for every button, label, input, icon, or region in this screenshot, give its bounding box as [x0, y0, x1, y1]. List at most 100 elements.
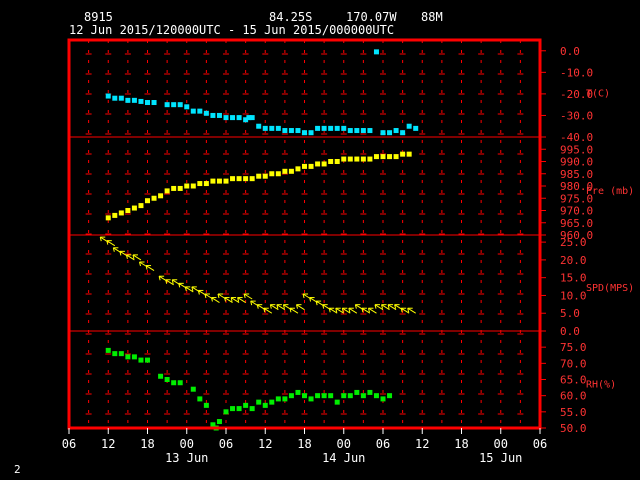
relative_humidity-point	[197, 396, 203, 402]
temperature-point	[354, 128, 360, 134]
y-tick-label: 990.0	[560, 156, 593, 169]
relative_humidity-point	[354, 389, 360, 395]
x-tick-label: 12	[101, 437, 115, 451]
pressure-point	[236, 176, 242, 182]
wind-arrow	[276, 304, 286, 311]
pressure-point	[151, 195, 157, 201]
x-tick-label: 06	[376, 437, 390, 451]
elevation: 88M	[421, 10, 443, 24]
y-tick-label: 975.0	[560, 192, 593, 205]
pressure-point	[288, 168, 294, 174]
wind-arrow-head	[204, 293, 207, 299]
wind-arrow-head	[315, 300, 318, 306]
y-tick-label: 25.0	[560, 236, 587, 249]
pressure-point	[230, 176, 236, 182]
relative_humidity-point	[203, 402, 209, 408]
wind-arrow	[407, 307, 416, 314]
temperature-point	[145, 100, 150, 106]
wind-arrow-head	[276, 304, 279, 309]
y-tick-label: 985.0	[560, 168, 593, 181]
pressure-point	[387, 154, 393, 160]
longitude: 170.07W	[346, 10, 397, 24]
y-tick-label: -30.0	[560, 109, 593, 122]
temperature-point	[308, 130, 314, 136]
wind-arrow-head	[322, 304, 325, 309]
pressure-point	[373, 154, 379, 160]
time-range: 12 Jun 2015/120000UTC - 15 Jun 2015/0000…	[69, 23, 395, 37]
relative_humidity-point	[334, 399, 340, 405]
x-tick-label: 06	[62, 437, 76, 451]
wind-arrow-head	[250, 300, 253, 306]
pressure-point	[145, 198, 150, 204]
relative_humidity-point	[262, 402, 268, 408]
wind-arrow-head	[302, 293, 305, 299]
pressure-point	[380, 154, 386, 160]
wind-arrow-head	[328, 308, 331, 313]
pressure-point	[315, 161, 321, 167]
wind-arrow-head	[394, 304, 397, 309]
temperature-point	[406, 123, 412, 129]
x-tick-label: 06	[533, 437, 547, 451]
temperature-point	[282, 128, 288, 134]
relative_humidity-point	[216, 419, 222, 425]
pressure-point	[308, 163, 314, 169]
pressure-point	[190, 183, 196, 189]
y-tick-label: 0.0	[560, 45, 580, 58]
x-tick-label: 00	[494, 437, 508, 451]
temperature-point	[380, 130, 386, 136]
latitude: 84.25S	[269, 10, 313, 24]
pressure-point	[249, 176, 255, 182]
temperature-point	[315, 125, 321, 131]
wind-arrow	[211, 297, 220, 303]
wind-arrow	[296, 304, 305, 311]
temperature-point	[360, 128, 366, 134]
temperature-point	[321, 125, 327, 131]
relative_humidity-point	[230, 406, 236, 412]
pressure-point	[269, 171, 275, 177]
pressure-point	[347, 156, 353, 162]
x-tick-label: 12	[415, 437, 429, 451]
relative_humidity-point	[380, 396, 386, 402]
temperature-point	[347, 128, 353, 134]
page-number: 2	[14, 463, 21, 476]
y-tick-label: -10.0	[560, 66, 593, 79]
wind-arrow-head	[106, 240, 109, 245]
relative_humidity-point	[315, 393, 321, 399]
wind-arrow	[237, 297, 246, 303]
pressure-point	[328, 159, 334, 164]
temperature-point	[387, 130, 393, 136]
wind-arrow	[263, 307, 273, 314]
wind-arrow	[185, 286, 194, 293]
wind-arrow-head	[132, 254, 135, 260]
relative_humidity-label: RH(%)	[586, 380, 616, 391]
y-tick-label: -40.0	[560, 131, 593, 144]
pressure-point	[262, 173, 268, 179]
wind-arrow	[374, 304, 384, 311]
relative_humidity-point	[249, 406, 255, 412]
temperature-point	[210, 112, 216, 118]
pressure-point	[184, 183, 190, 189]
y-tick-label: 65.0	[560, 374, 587, 387]
wind-arrow-head	[184, 286, 187, 292]
pressure-point	[197, 181, 203, 187]
wind-arrow-head	[348, 308, 351, 313]
y-tick-label: 75.0	[560, 341, 587, 354]
pressure-point	[105, 215, 111, 221]
wind-arrow-head	[296, 304, 298, 309]
wind-arrow-head	[400, 308, 403, 313]
pressure-point	[256, 173, 262, 179]
wind-arrow-head	[210, 297, 213, 302]
temperature-point	[413, 125, 419, 131]
wind-arrow-head	[99, 236, 102, 242]
temperature-point	[223, 115, 229, 121]
temperature-point	[393, 128, 399, 134]
wind-arrow	[230, 297, 240, 303]
wind-arrow-head	[407, 308, 410, 313]
pressure-point	[367, 156, 373, 162]
relative_humidity-point	[158, 373, 164, 379]
station-id: 8915	[84, 10, 113, 24]
wind-arrow	[400, 307, 410, 314]
x-tick-label: 12	[258, 437, 272, 451]
temperature-point	[236, 115, 242, 121]
wind-arrow-head	[243, 293, 246, 299]
